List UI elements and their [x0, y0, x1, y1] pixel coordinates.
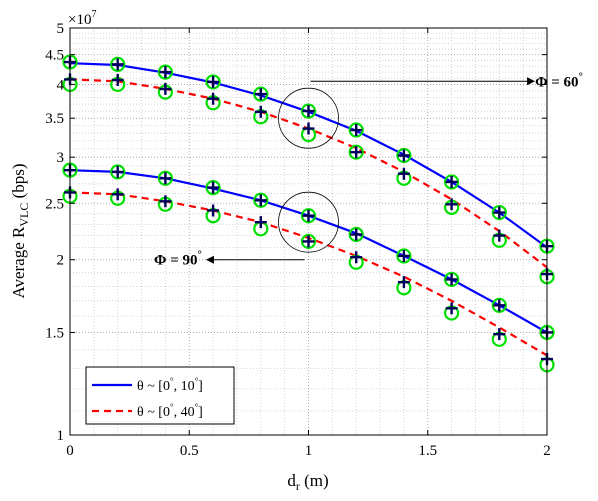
circle-marker	[110, 164, 126, 180]
x-tick-label: 0.5	[180, 443, 199, 459]
circle-marker	[300, 103, 317, 119]
circle-marker	[444, 271, 460, 288]
y-tick-label: 5	[57, 21, 65, 37]
plus-marker	[254, 194, 267, 207]
circle-marker	[157, 170, 173, 186]
circle-marker	[253, 192, 269, 208]
circle-marker	[348, 122, 364, 138]
legend: θ ~ [0°, 10°] θ ~ [0°, 40°]	[85, 366, 235, 425]
plus-marker	[111, 58, 124, 71]
plus-marker	[302, 105, 315, 118]
plus-marker	[207, 92, 220, 105]
phi90-label: Φ = 90°	[154, 249, 202, 269]
annotations: Φ = 60° Φ = 90°	[154, 70, 583, 268]
circle-marker	[253, 86, 269, 102]
circle-marker	[205, 179, 221, 196]
plus-marker	[350, 146, 363, 159]
plus-marker	[397, 167, 410, 180]
y-tick-label: 4	[57, 77, 65, 93]
plus-marker	[493, 229, 506, 242]
plus-marker	[350, 124, 363, 137]
plus-marker	[207, 204, 220, 217]
x-tick-label: 1	[305, 443, 313, 459]
plus-marker	[350, 251, 363, 264]
plus-marker	[207, 181, 220, 194]
y-tick-label: 2	[57, 253, 65, 269]
y-tick-label: 2.5	[45, 196, 64, 212]
phi60-label: Φ = 60°	[535, 70, 583, 90]
legend-label-1: θ ~ [0°, 40°]	[137, 402, 203, 420]
ticks: 0 0.5 1 1.5 2 1 1.5 2 2.5 3 3.5 4 4.5 5	[45, 21, 551, 459]
plus-marker	[302, 235, 315, 248]
circle-marker	[110, 56, 126, 72]
circle-marker	[300, 208, 317, 224]
phi60-arrowhead	[527, 77, 536, 86]
circle-marker	[491, 204, 507, 221]
circle-marker	[300, 233, 317, 250]
plus-marker	[445, 198, 458, 211]
plus-marker	[254, 216, 267, 229]
circle-marker	[157, 64, 173, 80]
circle-marker	[396, 147, 412, 164]
y-tick-label: 1.5	[45, 325, 64, 341]
y-axis-label: Average RVLC (bps)	[9, 163, 31, 298]
plus-marker	[493, 299, 506, 312]
x-axis-label: dr (m)	[287, 471, 328, 493]
plus-marker	[111, 74, 124, 87]
legend-box	[85, 366, 235, 425]
plus-marker	[111, 188, 124, 201]
plus-marker	[445, 273, 458, 286]
plus-marker	[207, 75, 220, 88]
y-tick-label: 3.5	[45, 111, 64, 127]
x-tick-label: 1.5	[418, 443, 437, 459]
plus-marker	[397, 249, 410, 262]
plus-marker	[445, 302, 458, 315]
circle-marker	[396, 248, 412, 264]
plus-marker	[159, 172, 172, 185]
y-tick-label: 1	[57, 428, 65, 444]
phi90-circle	[278, 191, 339, 253]
plus-marker	[159, 82, 172, 95]
x-tick-label: 0	[66, 443, 74, 459]
phi90-arrowhead	[205, 255, 214, 264]
circle-marker	[444, 174, 460, 190]
plus-marker	[493, 206, 506, 219]
plus-marker	[445, 175, 458, 188]
plus-marker	[159, 66, 172, 79]
plus-marker	[493, 328, 506, 341]
legend-label-0: θ ~ [0°, 10°]	[137, 376, 203, 394]
plus-marker	[254, 105, 267, 118]
plus-marker	[302, 122, 315, 135]
circle-marker	[348, 226, 364, 243]
y-tick-label: 3	[57, 150, 65, 166]
plus-marker	[397, 276, 410, 289]
y-exponent: ×107	[68, 9, 96, 28]
circle-marker	[348, 144, 364, 160]
plus-marker	[254, 88, 267, 101]
plus-marker	[111, 165, 124, 178]
plus-marker	[397, 149, 410, 162]
phi60-circle	[278, 87, 339, 149]
circle-marker	[205, 74, 221, 90]
plus-marker	[302, 209, 315, 222]
y-tick-label: 4.5	[45, 48, 64, 64]
plus-marker	[350, 228, 363, 241]
circle-marker	[491, 297, 507, 313]
x-tick-label: 2	[543, 443, 551, 459]
plus-marker	[159, 195, 172, 208]
